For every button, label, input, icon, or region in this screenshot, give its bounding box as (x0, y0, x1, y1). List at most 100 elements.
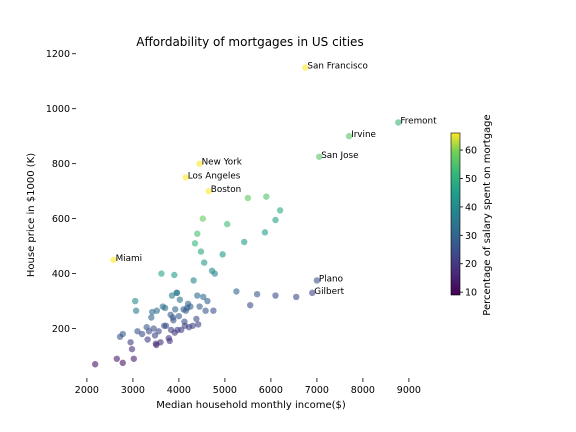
x-tick-label: 8000 (351, 385, 375, 396)
data-point (113, 355, 121, 362)
x-tick-label: 4000 (167, 385, 191, 396)
data-point (162, 322, 170, 329)
colorbar-tick-label: 50 (465, 174, 477, 185)
y-axis: 200 400 600 800 1000 1200 (46, 49, 76, 335)
data-point (155, 328, 162, 335)
data-point (219, 251, 226, 258)
data-point (253, 290, 261, 298)
x-axis-label: Median household monthly income($) (156, 400, 346, 411)
data-point (293, 293, 300, 301)
data-point (193, 315, 200, 323)
x-tick-label: 7000 (305, 385, 329, 396)
data-point (110, 256, 117, 264)
data-point (132, 307, 140, 314)
city-label: Plano (319, 274, 343, 284)
city-label: Los Angeles (188, 171, 241, 181)
data-point (151, 332, 159, 339)
data-point (190, 277, 197, 284)
data-point (119, 330, 126, 338)
data-point (176, 296, 184, 303)
data-point (173, 289, 181, 297)
data-point (194, 230, 201, 237)
data-point (161, 304, 169, 312)
data-point (395, 119, 402, 126)
colorbar-tick-label: 10 (465, 288, 477, 299)
data-point (241, 238, 248, 246)
data-point (195, 321, 202, 328)
data-point (345, 132, 353, 140)
y-tick-label: 400 (52, 269, 70, 280)
data-point (130, 355, 138, 362)
colorbar-tick-label: 30 (465, 231, 477, 242)
y-tick-label: 1000 (46, 104, 70, 115)
x-tick-label: 5000 (213, 385, 237, 396)
city-label: San Jose (321, 151, 358, 161)
data-point (91, 361, 99, 368)
data-point (211, 270, 218, 277)
data-point (224, 220, 231, 228)
data-point (272, 292, 279, 299)
data-point (178, 326, 185, 334)
data-point (204, 297, 211, 305)
data-point (247, 301, 254, 309)
data-point (189, 322, 196, 329)
city-annotations: San Francisco Fremont Irvine San Jose New Yo… (116, 61, 438, 296)
y-tick-label: 200 (52, 324, 70, 335)
data-point (157, 339, 164, 346)
data-points (91, 64, 402, 368)
data-point (148, 314, 155, 321)
colorbar-tick-label: 60 (465, 146, 477, 157)
data-point (199, 215, 207, 222)
data-point (201, 259, 208, 266)
data-point (263, 193, 270, 200)
data-point (261, 229, 269, 236)
data-point (196, 303, 203, 310)
data-point (205, 187, 212, 195)
x-tick-label: 2000 (75, 385, 99, 396)
data-point (166, 337, 173, 345)
data-point (194, 292, 201, 299)
data-point (196, 160, 203, 167)
x-tick-label: 9000 (397, 385, 421, 396)
city-label: Irvine (351, 130, 376, 140)
data-point (138, 330, 146, 338)
data-point (244, 194, 252, 202)
data-point (187, 303, 194, 310)
data-point (171, 271, 178, 279)
chart-title: Affordability of mortgages in US cities (136, 35, 363, 49)
data-point (127, 339, 134, 346)
data-point (202, 307, 209, 314)
colorbar-tick-label: 20 (465, 259, 477, 270)
data-point (316, 153, 323, 160)
colorbar: 10 20 30 40 50 60 Percentage of salary spent … (450, 114, 493, 316)
y-tick-label: 1200 (46, 49, 70, 60)
x-tick-label: 3000 (121, 385, 145, 396)
data-point (145, 328, 153, 335)
colorbar-gradient (450, 132, 461, 296)
data-point (172, 306, 179, 313)
data-point (153, 307, 161, 314)
data-point (128, 345, 136, 353)
colorbar-label: Percentage of salary spent on mortgage (482, 114, 493, 315)
city-label: San Francisco (307, 61, 367, 71)
x-axis: 2000 3000 4000 5000 6000 7000 8000 9000 (75, 378, 421, 396)
x-tick-label: 6000 (259, 385, 283, 396)
data-point (233, 288, 240, 295)
data-point (191, 240, 199, 247)
data-point (200, 293, 207, 301)
data-point (309, 289, 316, 297)
y-tick-label: 600 (52, 214, 70, 225)
data-point (272, 216, 279, 224)
y-tick-label: 800 (52, 159, 70, 170)
city-label: Gilbert (314, 287, 344, 297)
colorbar-tick-label: 40 (465, 202, 477, 213)
data-point (134, 328, 141, 335)
city-label: New York (202, 158, 243, 168)
data-point (170, 317, 177, 324)
city-label: Boston (211, 185, 241, 195)
data-point (119, 359, 126, 367)
data-point (302, 64, 309, 71)
data-point (158, 270, 165, 277)
data-point (182, 174, 189, 181)
data-point (168, 292, 176, 299)
